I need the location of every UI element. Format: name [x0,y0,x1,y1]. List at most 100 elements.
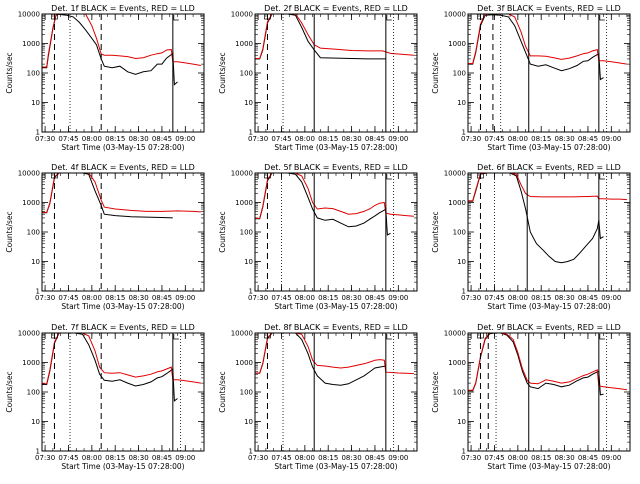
x-tick-label: 07:30 [461,135,481,143]
y-tick-label: 10000 [231,170,253,178]
lld-series-line [255,173,414,219]
x-tick-label: 07:30 [248,294,268,302]
y-tick-label: 1000 [448,40,466,48]
x-tick-label: 09:00 [601,135,621,143]
panel-title: Det. 5f BLACK = Events, RED = LLD [264,163,408,172]
y-tick-label: 100 [27,229,40,237]
x-tick-label: 09:00 [601,454,621,462]
x-axis-label: Start Time (03-May-15 07:28:00) [61,302,184,311]
chart-panel-9: 1 10 100 1000 10000 07:30 07:45 08:00 08:15 08:30… [431,323,631,471]
chart-panel-5: 1 10 100 1000 10000 07:30 07:45 08:00 08:15 08:30… [218,163,418,311]
end-flag-marker [386,15,392,21]
y-tick-label: 1000 [22,40,40,48]
x-tick-label: 08:00 [295,135,315,143]
y-tick-label: 10000 [444,11,466,19]
x-tick-label: 09:00 [388,294,408,302]
panel-title: Det. 3f BLACK = Events, RED = LLD [477,4,621,13]
y-tick-label: 1 [462,129,466,137]
x-axis-label: Start Time (03-May-15 07:28:00) [274,462,397,471]
events-series-line [255,14,386,60]
x-tick-label: 08:00 [508,294,528,302]
lld-series-line [468,173,627,202]
plot-frame [41,13,205,133]
y-tick-label: 10000 [444,170,466,178]
lld-series-line [42,173,201,213]
y-tick-label: 10000 [231,330,253,338]
y-tick-label: 1000 [235,40,253,48]
y-tick-label: 10 [31,99,40,107]
x-tick-label: 07:30 [461,294,481,302]
x-tick-label: 07:45 [484,294,504,302]
x-tick-label: 08:00 [508,135,528,143]
y-axis-label: Counts/sec [218,52,227,93]
x-tick-label: 09:00 [175,135,195,143]
x-tick-label: 08:30 [341,294,361,302]
y-axis-label: Counts/sec [5,211,14,252]
y-tick-label: 1000 [235,359,253,367]
y-tick-label: 1 [36,448,40,456]
y-tick-label: 1 [249,448,253,456]
chart-panel-3: 1 10 100 1000 10000 07:30 07:45 08:00 08:15 08:30… [431,4,631,152]
x-tick-label: 08:30 [554,454,574,462]
lld-series-line [42,14,201,68]
end-flag-marker [173,334,179,340]
y-tick-label: 1 [36,288,40,296]
plot-frame [467,172,631,292]
y-tick-label: 100 [453,389,466,397]
x-tick-label: 08:00 [82,454,102,462]
chart-panel-1: 1 10 100 1000 10000 07:30 07:45 08:00 08:15 08:30… [5,4,205,152]
panel-title: Det. 6f BLACK = Events, RED = LLD [477,163,621,172]
x-tick-label: 08:00 [82,294,102,302]
y-tick-label: 10000 [231,11,253,19]
chart-panel-7: 1 10 100 1000 10000 07:30 07:45 08:00 08:15 08:30… [5,323,205,471]
x-axis-label: Start Time (03-May-15 07:28:00) [274,143,397,152]
x-tick-label: 07:30 [35,454,55,462]
x-tick-label: 07:45 [58,454,78,462]
y-tick-label: 10 [457,258,466,266]
x-tick-label: 08:30 [554,135,574,143]
y-tick-label: 100 [453,70,466,78]
x-tick-label: 08:30 [341,454,361,462]
y-tick-label: 1000 [22,199,40,207]
x-tick-label: 08:30 [128,135,148,143]
plot-frame [41,332,205,452]
events-series-line [42,333,178,402]
plot-frame [467,332,631,452]
y-tick-label: 10000 [444,330,466,338]
chart-panel-4: 1 10 100 1000 10000 07:30 07:45 08:00 08:15 08:30… [5,163,205,311]
x-axis-label: Start Time (03-May-15 07:28:00) [61,143,184,152]
panel-title: Det. 1f BLACK = Events, RED = LLD [51,4,195,13]
x-axis-label: Start Time (03-May-15 07:28:00) [487,462,610,471]
x-tick-label: 08:00 [82,135,102,143]
y-tick-label: 1000 [22,359,40,367]
x-tick-label: 08:15 [318,135,338,143]
x-tick-label: 08:45 [365,454,385,462]
x-tick-label: 08:00 [295,294,315,302]
panel-title: Det. 8f BLACK = Events, RED = LLD [264,323,408,332]
lld-series-line [468,333,627,391]
lld-series-line [255,333,414,375]
x-tick-label: 07:30 [248,454,268,462]
y-tick-label: 10000 [18,330,40,338]
plot-frame [254,13,418,133]
y-tick-label: 10 [244,99,253,107]
chart-panel-2: 1 10 100 1000 10000 07:30 07:45 08:00 08:15 08:30… [218,4,418,152]
x-tick-label: 08:15 [318,454,338,462]
x-tick-label: 08:00 [508,454,528,462]
y-tick-label: 10 [31,258,40,266]
y-tick-label: 100 [240,389,253,397]
x-tick-label: 08:45 [578,135,598,143]
y-tick-label: 100 [240,70,253,78]
events-series-line [468,173,604,264]
lld-series-line [255,14,414,59]
y-tick-label: 100 [27,389,40,397]
y-tick-label: 1 [36,129,40,137]
x-tick-label: 09:00 [601,294,621,302]
end-flag-marker [173,15,179,21]
panel-title: Det. 9f BLACK = Events, RED = LLD [477,323,621,332]
plot-frame [254,172,418,292]
x-tick-label: 08:30 [128,294,148,302]
x-tick-label: 08:45 [152,294,172,302]
